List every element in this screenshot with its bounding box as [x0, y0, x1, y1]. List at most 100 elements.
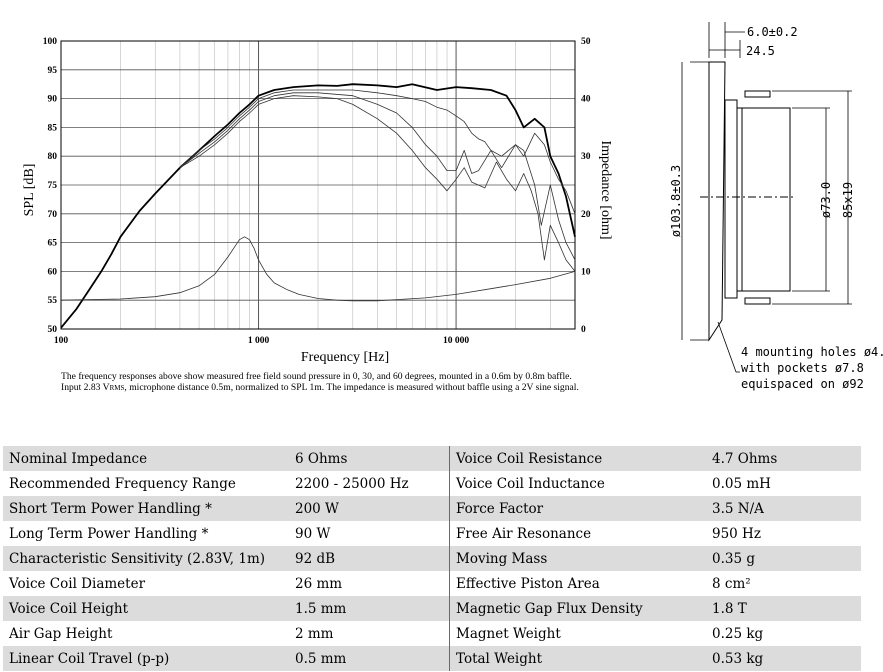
series-group — [60, 83, 576, 329]
spec-row: Air Gap Height 2 mm Magnet Weight 0.25 kg — [3, 621, 861, 646]
spec-row: Recommended Frequency Range 2200 - 25000 … — [3, 471, 861, 496]
spec-name: Free Air Resonance — [456, 525, 592, 542]
spec-name: Air Gap Height — [9, 625, 113, 642]
spl-tick-label: 100 — [43, 37, 58, 47]
spec-row: Voice Coil Diameter 26 mm Effective Piston… — [3, 571, 861, 596]
spec-name: Magnetic Gap Flux Density — [449, 596, 706, 621]
spec-name: Recommended Frequency Range — [9, 475, 236, 492]
spec-row: Short Term Power Handling * 200 W Force Fa… — [3, 496, 861, 521]
spec-value: 1.5 mm — [289, 596, 450, 621]
spl-tick-label: 55 — [48, 296, 58, 306]
spl-curve-2 — [179, 92, 576, 261]
flange-outline — [708, 61, 726, 342]
impedance-tick-labels: 0 10 20 30 40 50 — [581, 37, 591, 335]
frequency-tick-label: 100 — [54, 336, 69, 346]
spl-tick-label: 65 — [48, 239, 58, 249]
spec-row: Long Term Power Handling * 90 W Free Air R… — [3, 521, 861, 546]
spec-row: Voice Coil Height 1.5 mm Magnetic Gap Flux… — [3, 596, 861, 621]
x-axis-label: Frequency [Hz] — [301, 350, 389, 365]
spec-value: 200 W — [289, 496, 450, 521]
mounting-note-1: 4 mounting holes ø4.5 — [741, 345, 883, 359]
spec-row: Linear Coil Travel (p-p) 0.5 mm Total Weig… — [3, 646, 861, 671]
grid — [61, 41, 575, 329]
spec-name: Nominal Impedance — [3, 446, 289, 471]
spec-value: 0.5 mm — [289, 646, 450, 671]
spl-tick-label: 60 — [48, 267, 58, 277]
impedance-tick-label: 30 — [581, 152, 591, 162]
impedance-tick-label: 40 — [581, 95, 591, 105]
spec-value: 0.25 kg — [712, 625, 764, 642]
spec-name: Voice Coil Diameter — [9, 575, 146, 592]
spec-value: 4.7 Ohms — [706, 446, 861, 471]
spec-value: 2 mm — [289, 621, 450, 646]
dim-top-text: 6.0±0.2 — [747, 25, 798, 39]
spec-value: 92 dB — [289, 546, 450, 571]
spl-tick-label: 90 — [48, 95, 58, 105]
spec-name: Voice Coil Inductance — [456, 475, 605, 492]
mounting-note-2: with pockets ø7.8 — [741, 361, 864, 375]
spec-value: 6 Ohms — [289, 446, 450, 471]
impedance-tick-label: 50 — [581, 37, 591, 47]
spec-value: 26 mm — [289, 571, 450, 596]
impedance-tick-label: 10 — [581, 267, 591, 277]
caption-text-2: , microphone distance 0.5m, normalized t… — [124, 382, 579, 393]
spec-name: Long Term Power Handling * — [9, 525, 209, 542]
body-outline — [724, 99, 738, 299]
magnet-outline — [736, 107, 791, 292]
spec-row: Nominal Impedance 6 Ohms Voice Coil Resist… — [3, 446, 861, 471]
frequency-tick-labels: 100 1 000 10 000 — [54, 336, 470, 346]
frequency-tick-label: 10 000 — [443, 336, 469, 346]
spec-name: Linear Coil Travel (p-p) — [3, 646, 289, 671]
y-axis-label: SPL [dB] — [22, 164, 37, 217]
spec-table: Nominal Impedance 6 Ohms Voice Coil Resist… — [3, 446, 861, 671]
spec-row: Characteristic Sensitivity (2.83V, 1m) 92… — [3, 546, 861, 571]
spec-name: Force Factor — [449, 496, 706, 521]
spl-tick-label: 70 — [48, 210, 58, 220]
plot-frame — [60, 40, 576, 330]
spec-name: Voice Coil Resistance — [449, 446, 706, 471]
spec-value: 950 Hz — [712, 525, 761, 542]
spl-tick-label: 95 — [48, 66, 58, 76]
spec-name: Effective Piston Area — [456, 575, 600, 592]
spec-value: 0.35 g — [706, 546, 861, 571]
spl-curve-1 — [179, 89, 576, 214]
spl-tick-label: 85 — [48, 123, 58, 133]
spec-value: 0.53 kg — [706, 646, 861, 671]
dim-depth-text: 24.5 — [746, 44, 775, 58]
spl-tick-labels: 50 55 60 65 70 75 80 85 90 95 100 — [43, 37, 58, 335]
spec-value: 2200 - 25000 Hz — [289, 471, 450, 496]
spec-value: 1.8 T — [706, 596, 861, 621]
grid-major-lines — [61, 41, 575, 329]
chart-caption: The frequency responses above show measu… — [61, 371, 581, 394]
spl-tick-label: 50 — [48, 325, 58, 335]
spec-name: Characteristic Sensitivity (2.83V, 1m) — [3, 546, 289, 571]
dim-body-text: ø73.0 — [819, 182, 833, 218]
mounting-note-3: equispaced on ø92 — [741, 377, 864, 391]
impedance-tick-label: 0 — [581, 325, 586, 335]
y2-axis-label: Impedance [ohm] — [598, 140, 613, 239]
spl-curve-0 — [60, 83, 576, 329]
impedance-tick-label: 20 — [581, 210, 591, 220]
impedance-curve — [60, 236, 576, 302]
spec-name: Moving Mass — [449, 546, 706, 571]
spl-tick-label: 80 — [48, 152, 58, 162]
mechanical-drawing: 6.0±0.2 24.5 ø103.8±0.3 ø73.0 85x19 4 mo… — [669, 22, 883, 391]
spl-curve-3 — [179, 95, 576, 272]
frequency-tick-label: 1 000 — [248, 336, 270, 346]
caption-text-1: The frequency responses above show measu… — [61, 371, 572, 393]
spec-name: Short Term Power Handling * — [3, 496, 289, 521]
spec-value: 3.5 N/A — [706, 496, 861, 521]
spec-value: 90 W — [289, 521, 450, 546]
spl-tick-label: 75 — [48, 181, 58, 191]
dim-flange-text: ø103.8±0.3 — [669, 165, 683, 237]
spec-value: 8 cm² — [712, 575, 751, 592]
spec-value: 0.05 mH — [712, 475, 771, 492]
terminal-top — [744, 90, 771, 98]
dim-rect-text: 85x19 — [841, 182, 855, 218]
spec-name: Magnet Weight — [456, 625, 561, 642]
caption-subscript: RMS — [109, 384, 125, 392]
spec-name: Total Weight — [449, 646, 706, 671]
spec-name: Voice Coil Height — [3, 596, 289, 621]
terminal-bottom — [744, 297, 771, 305]
